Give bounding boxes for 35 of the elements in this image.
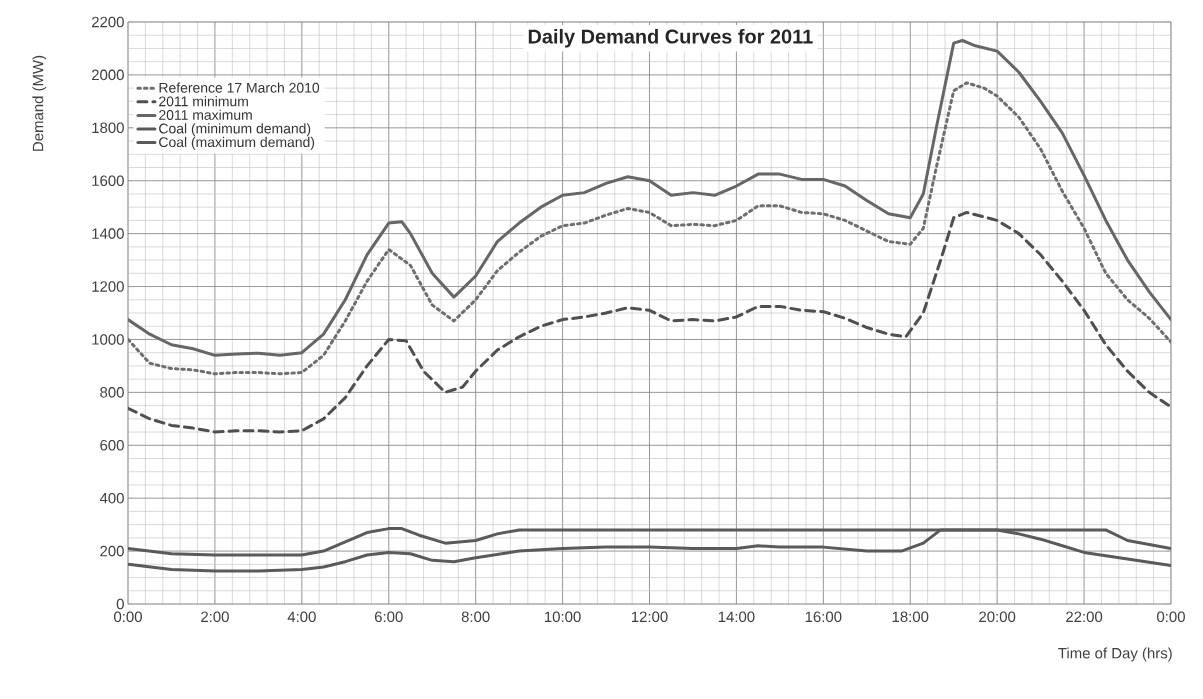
x-tick-label: 8:00: [461, 611, 490, 623]
y-tick-label: 1000: [92, 334, 124, 345]
y-tick-label: 2200: [91, 16, 124, 28]
legend-label: Reference 17 March 2010: [159, 82, 320, 93]
y-tick-label: 1200: [92, 281, 124, 292]
y-tick-label: 0: [116, 598, 124, 610]
legend-label: Coal (maximum demand): [159, 136, 315, 150]
x-tick-label: 20:00: [979, 611, 1016, 623]
x-tick-label: 0:00: [1157, 611, 1185, 623]
x-tick-label: 14:00: [718, 611, 755, 623]
x-tick-label: 2:00: [201, 611, 229, 623]
legend-label: 2011 minimum: [159, 96, 248, 107]
x-tick-label: 10:00: [545, 611, 581, 623]
legend-label: Coal (minimum demand): [159, 123, 311, 137]
x-tick-label: 16:00: [805, 611, 842, 623]
x-tick-label: 6:00: [374, 611, 403, 623]
chart-title: Daily Demand Curves for 2011: [528, 28, 813, 48]
line-series: [128, 210, 1171, 434]
y-tick-label: 400: [99, 492, 124, 504]
legend-label: 2011 maximum: [159, 109, 252, 120]
x-axis-title: Time of Day (hrs): [1058, 647, 1172, 662]
x-tick-label: 12:00: [631, 611, 668, 623]
y-tick-label: 1400: [92, 228, 124, 239]
x-tick-label: 4:00: [287, 611, 316, 623]
y-tick-label: 2000: [91, 69, 124, 81]
y-tick-label: 1800: [92, 122, 124, 134]
line-series: [128, 528, 1171, 573]
x-tick-label: 22:00: [1066, 611, 1103, 623]
y-axis-title: Demand (MW): [32, 55, 47, 151]
y-tick-label: 1600: [92, 175, 124, 187]
y-tick-label: 800: [100, 387, 124, 398]
y-tick-label: 200: [100, 545, 124, 557]
x-tick-label: 18:00: [892, 611, 929, 623]
y-tick-label: 600: [100, 439, 124, 451]
x-tick-label: 0:00: [114, 611, 142, 623]
